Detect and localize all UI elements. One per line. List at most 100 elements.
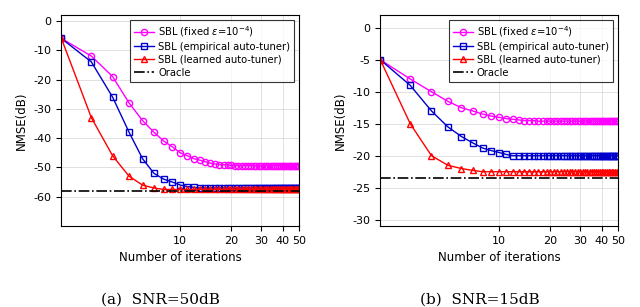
SBL (fixed $\epsilon$=10$^{-4}$)	[458, 106, 465, 110]
SBL (empirical auto-tuner)	[271, 186, 278, 190]
SBL (fixed $\epsilon$=10$^{-4}$)	[557, 119, 564, 123]
SBL (empirical auto-tuner)	[554, 154, 561, 157]
SBL (learned auto-tuner)	[267, 188, 275, 191]
SBL (learned auto-tuner)	[458, 167, 465, 170]
SBL (fixed $\epsilon$=10$^{-4}$)	[279, 164, 287, 168]
SBL (fixed $\epsilon$=10$^{-4}$)	[262, 164, 270, 168]
SBL (empirical auto-tuner)	[287, 186, 295, 190]
SBL (learned auto-tuner)	[109, 154, 116, 157]
SBL (empirical auto-tuner)	[376, 58, 384, 62]
SBL (fixed $\epsilon$=10$^{-4}$)	[257, 164, 265, 168]
SBL (learned auto-tuner)	[280, 188, 288, 191]
SBL (empirical auto-tuner)	[602, 154, 609, 157]
SBL (empirical auto-tuner)	[280, 186, 288, 190]
SBL (fixed $\epsilon$=10$^{-4}$)	[284, 164, 292, 168]
SBL (learned auto-tuner)	[295, 188, 303, 191]
SBL (learned auto-tuner)	[428, 154, 435, 157]
SBL (empirical auto-tuner)	[231, 186, 239, 190]
SBL (learned auto-tuner)	[160, 188, 168, 191]
SBL (empirical auto-tuner)	[572, 154, 579, 157]
SBL (fixed $\epsilon$=10$^{-4}$)	[88, 54, 95, 58]
SBL (empirical auto-tuner)	[579, 154, 586, 157]
SBL (learned auto-tuner)	[241, 188, 249, 191]
SBL (learned auto-tuner)	[201, 188, 209, 191]
SBL (fixed $\epsilon$=10$^{-4}$)	[525, 119, 533, 122]
SBL (learned auto-tuner)	[292, 188, 300, 191]
SBL (fixed $\epsilon$=10$^{-4}$)	[250, 164, 257, 168]
SBL (empirical auto-tuner)	[598, 154, 605, 157]
SBL (fixed $\epsilon$=10$^{-4}$)	[160, 139, 168, 143]
SBL (empirical auto-tuner)	[563, 154, 571, 157]
SBL (empirical auto-tuner)	[525, 154, 533, 157]
SBL (empirical auto-tuner)	[160, 177, 168, 181]
SBL (learned auto-tuner)	[530, 170, 538, 173]
SBL (learned auto-tuner)	[88, 116, 95, 119]
SBL (empirical auto-tuner)	[250, 186, 257, 190]
SBL (learned auto-tuner)	[184, 188, 191, 191]
SBL (learned auto-tuner)	[250, 188, 257, 191]
SBL (empirical auto-tuner)	[168, 180, 176, 184]
SBL (fixed $\epsilon$=10$^{-4}$)	[592, 119, 600, 123]
SBL (learned auto-tuner)	[211, 188, 219, 191]
SBL (learned auto-tuner)	[574, 170, 582, 173]
SBL (empirical auto-tuner)	[444, 125, 452, 129]
SBL (fixed $\epsilon$=10$^{-4}$)	[603, 119, 611, 123]
SBL (fixed $\epsilon$=10$^{-4}$)	[228, 164, 236, 167]
SBL (empirical auto-tuner)	[584, 154, 591, 157]
SBL (fixed $\epsilon$=10$^{-4}$)	[277, 164, 285, 168]
SBL (fixed $\epsilon$=10$^{-4}$)	[231, 164, 239, 168]
SBL (learned auto-tuner)	[579, 170, 586, 173]
SBL (learned auto-tuner)	[594, 170, 602, 173]
SBL (learned auto-tuner)	[168, 188, 176, 191]
SBL (empirical auto-tuner)	[262, 186, 270, 190]
Legend: SBL (fixed $\epsilon$=10$^{-4}$), SBL (empirical auto-tuner), SBL (learned auto-: SBL (fixed $\epsilon$=10$^{-4}$), SBL (e…	[449, 20, 613, 82]
SBL (learned auto-tuner)	[577, 170, 584, 173]
SBL (fixed $\epsilon$=10$^{-4}$)	[224, 163, 232, 167]
SBL (fixed $\epsilon$=10$^{-4}$)	[543, 119, 550, 123]
SBL (learned auto-tuner)	[275, 188, 283, 191]
SBL (learned auto-tuner)	[444, 164, 452, 167]
SBL (learned auto-tuner)	[569, 170, 577, 173]
SBL (empirical auto-tuner)	[109, 95, 116, 99]
SBL (learned auto-tuner)	[598, 170, 605, 173]
SBL (learned auto-tuner)	[286, 188, 294, 191]
SBL (fixed $\epsilon$=10$^{-4}$)	[241, 164, 249, 168]
SBL (fixed $\epsilon$=10$^{-4}$)	[605, 119, 612, 123]
SBL (empirical auto-tuner)	[479, 146, 486, 150]
SBL (fixed $\epsilon$=10$^{-4}$)	[586, 119, 593, 123]
SBL (fixed $\epsilon$=10$^{-4}$)	[275, 164, 283, 168]
SBL (fixed $\epsilon$=10$^{-4}$)	[611, 119, 619, 123]
Line: SBL (learned auto-tuner): SBL (learned auto-tuner)	[58, 35, 302, 192]
SBL (empirical auto-tuner)	[458, 135, 465, 138]
SBL (empirical auto-tuner)	[569, 154, 577, 157]
SBL (learned auto-tuner)	[557, 170, 564, 173]
SBL (learned auto-tuner)	[271, 188, 278, 191]
SBL (fixed $\epsilon$=10$^{-4}$)	[569, 119, 577, 123]
SBL (learned auto-tuner)	[247, 188, 255, 191]
SBL (learned auto-tuner)	[58, 37, 65, 40]
Line: SBL (learned auto-tuner): SBL (learned auto-tuner)	[377, 57, 621, 175]
Text: (a)  SNR=50dB: (a) SNR=50dB	[100, 293, 220, 307]
SBL (fixed $\epsilon$=10$^{-4}$)	[596, 119, 604, 123]
SBL (learned auto-tuner)	[560, 170, 568, 173]
SBL (fixed $\epsilon$=10$^{-4}$)	[211, 162, 219, 166]
SBL (learned auto-tuner)	[139, 183, 147, 187]
SBL (learned auto-tuner)	[603, 170, 611, 173]
SBL (fixed $\epsilon$=10$^{-4}$)	[267, 164, 275, 168]
SBL (empirical auto-tuner)	[534, 154, 542, 157]
SBL (empirical auto-tuner)	[590, 154, 598, 157]
SBL (fixed $\epsilon$=10$^{-4}$)	[469, 109, 477, 113]
Legend: SBL (fixed $\epsilon$=10$^{-4}$), SBL (empirical auto-tuner), SBL (learned auto-: SBL (fixed $\epsilon$=10$^{-4}$), SBL (e…	[130, 20, 294, 82]
Line: SBL (empirical auto-tuner): SBL (empirical auto-tuner)	[377, 57, 621, 159]
SBL (fixed $\epsilon$=10$^{-4}$)	[608, 119, 616, 123]
SBL (fixed $\epsilon$=10$^{-4}$)	[600, 119, 607, 123]
SBL (empirical auto-tuner)	[547, 154, 554, 157]
SBL (learned auto-tuner)	[244, 188, 252, 191]
SBL (fixed $\epsilon$=10$^{-4}$)	[287, 164, 295, 168]
SBL (fixed $\epsilon$=10$^{-4}$)	[220, 163, 227, 166]
SBL (learned auto-tuner)	[609, 170, 617, 173]
SBL (learned auto-tuner)	[284, 188, 292, 191]
Oracle	[6, 189, 14, 193]
SBL (learned auto-tuner)	[534, 170, 542, 173]
SBL (empirical auto-tuner)	[295, 186, 303, 190]
